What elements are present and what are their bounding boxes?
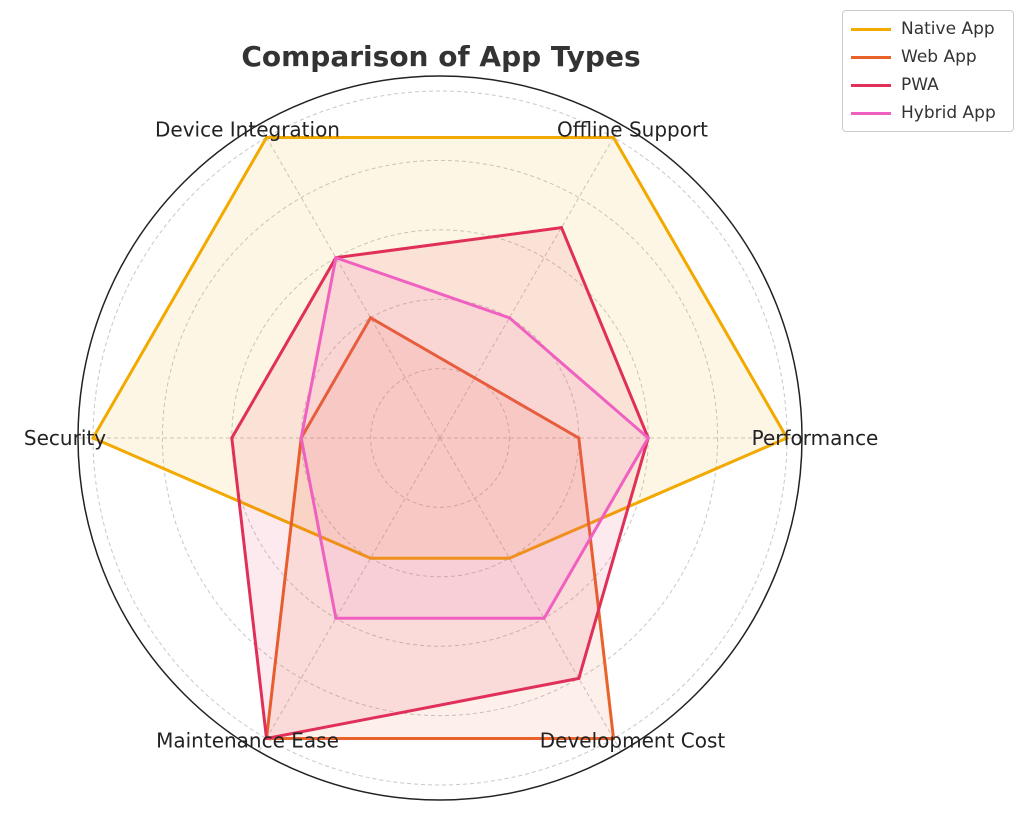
series-native-app <box>90 136 790 560</box>
data-point <box>507 316 511 320</box>
grid-ring <box>370 368 510 508</box>
data-point <box>560 226 563 230</box>
axis-label: Security <box>24 426 106 450</box>
legend-swatch <box>851 111 891 115</box>
data-point <box>542 616 546 620</box>
chart-title: Comparison of App Types <box>241 40 640 73</box>
axis-label: Offline Support <box>557 118 708 142</box>
axis-label: Performance <box>752 426 879 450</box>
axis-label: Development Cost <box>540 728 726 752</box>
data-point <box>612 136 615 139</box>
spoke <box>439 437 622 752</box>
legend-item-native-app: Native App <box>843 15 1013 43</box>
outer-frame <box>77 75 803 801</box>
data-point <box>577 436 581 440</box>
data-point <box>612 737 615 740</box>
data-point <box>473 376 477 380</box>
legend-label: Native App <box>901 19 995 39</box>
series-fill <box>93 137 787 559</box>
data-point <box>334 256 338 260</box>
legend: Native App Web App PWA Hybrid App <box>842 10 1014 132</box>
data-point <box>507 556 511 560</box>
series-layer <box>90 136 790 741</box>
series-hybrid-app <box>299 255 651 620</box>
data-point <box>265 737 268 740</box>
axis-labels: Performance Offline Support Device Integra… <box>24 118 878 753</box>
legend-label: PWA <box>901 75 939 95</box>
data-point <box>230 436 234 440</box>
data-point <box>91 436 95 440</box>
legend-swatch <box>851 83 891 87</box>
data-point <box>369 316 373 320</box>
spoke <box>439 124 622 439</box>
axis-label: Device Integration <box>155 118 340 142</box>
data-point <box>577 676 581 680</box>
legend-label: Hybrid App <box>901 103 996 123</box>
legend-label: Web App <box>901 47 977 67</box>
data-point <box>265 136 268 139</box>
grid-ring <box>161 159 719 717</box>
spoke <box>258 124 441 439</box>
axis-label: Maintenance Ease <box>156 728 339 752</box>
legend-item-hybrid-app: Hybrid App <box>843 99 1013 127</box>
series-fill <box>301 257 649 619</box>
data-point <box>785 436 789 440</box>
data-point <box>299 436 303 440</box>
spoke <box>258 437 441 752</box>
data-point <box>646 436 650 440</box>
legend-swatch <box>851 55 891 59</box>
legend-item-web-app: Web App <box>843 43 1013 71</box>
data-point <box>369 556 373 560</box>
legend-swatch <box>851 27 891 31</box>
data-point <box>334 616 338 620</box>
series-fill <box>266 317 614 739</box>
legend-item-pwa: PWA <box>843 71 1013 99</box>
